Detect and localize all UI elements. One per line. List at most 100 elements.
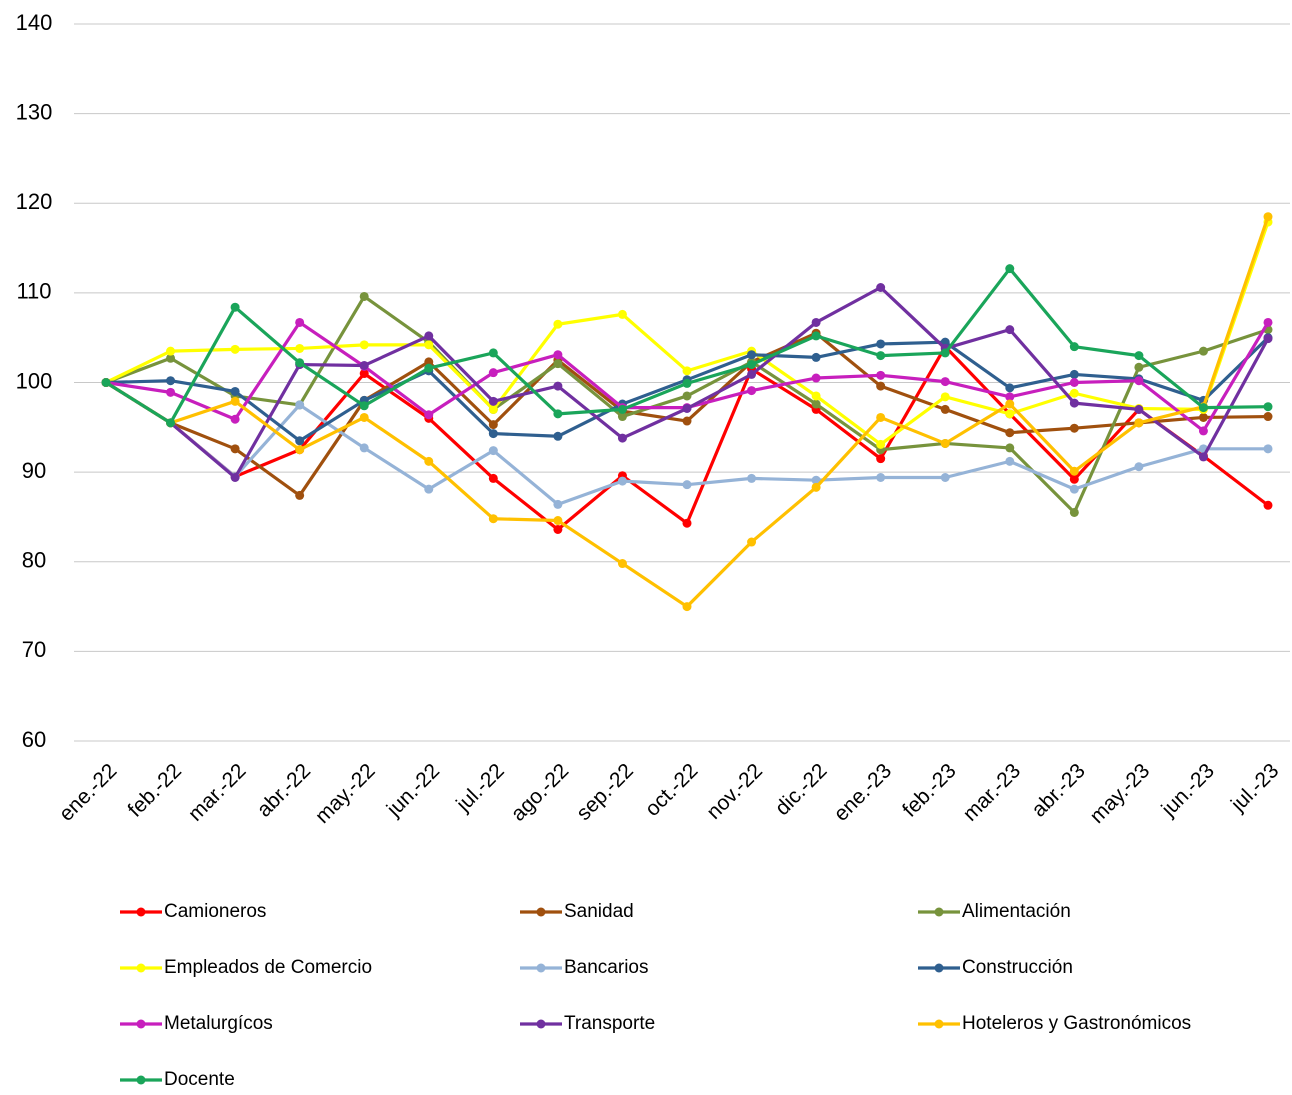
point: [811, 352, 821, 362]
point: [1198, 426, 1208, 436]
point: [876, 339, 886, 349]
point: [1263, 334, 1273, 344]
point: [617, 433, 627, 443]
point: [747, 369, 757, 379]
point: [1198, 403, 1208, 413]
point: [488, 429, 498, 439]
point: [166, 353, 176, 363]
point: [682, 602, 692, 612]
legend-marker: [136, 1019, 146, 1029]
point: [553, 381, 563, 391]
point: [1005, 399, 1015, 409]
y-tick-label: 60: [22, 727, 46, 752]
point: [1069, 388, 1079, 398]
point: [1005, 264, 1015, 274]
point: [811, 373, 821, 383]
x-tick-label: jun.-22: [382, 759, 444, 821]
point: [230, 473, 240, 483]
point: [940, 377, 950, 387]
x-tick-label: nov.-22: [702, 759, 767, 824]
x-tick-label: feb.-23: [898, 759, 961, 822]
point: [876, 439, 886, 449]
y-tick-label: 90: [22, 458, 46, 483]
point: [230, 414, 240, 424]
legend-label: Metalurgícos: [164, 1013, 273, 1034]
legend-label: Sanidad: [564, 901, 634, 922]
point: [811, 391, 821, 401]
legend-label: Transporte: [564, 1013, 655, 1034]
point: [1069, 369, 1079, 379]
point: [682, 366, 692, 376]
point: [1005, 383, 1015, 393]
point: [1005, 443, 1015, 453]
legend-marker: [934, 907, 944, 917]
x-tick-label: abr.-23: [1027, 759, 1090, 822]
point: [295, 490, 305, 500]
legend-marker: [934, 1019, 944, 1029]
legend-label: Camioneros: [164, 901, 266, 922]
point: [359, 401, 369, 411]
point: [1005, 392, 1015, 402]
y-tick-label: 110: [16, 279, 51, 304]
point: [295, 445, 305, 455]
legend-marker: [536, 907, 546, 917]
point: [747, 350, 757, 360]
x-tick-label: mar.-22: [184, 759, 251, 826]
legend-marker: [934, 963, 944, 973]
series: [101, 217, 1273, 449]
x-tick-label: mar.-23: [959, 759, 1026, 826]
point: [166, 418, 176, 428]
legend-label: Construcción: [962, 957, 1073, 978]
point: [424, 410, 434, 420]
point: [1134, 462, 1144, 472]
point: [1263, 500, 1273, 510]
x-tick-label: may.-23: [1086, 759, 1155, 828]
point: [553, 319, 563, 329]
point: [424, 357, 434, 367]
y-tick-label: 70: [22, 637, 46, 662]
point: [876, 370, 886, 380]
point: [876, 381, 886, 391]
point: [230, 302, 240, 312]
point: [424, 340, 434, 350]
point: [1069, 378, 1079, 387]
x-tick-label: feb.-22: [124, 759, 187, 822]
legend-label: Docente: [164, 1069, 235, 1090]
point: [1263, 412, 1273, 422]
point: [359, 443, 369, 453]
point: [1069, 466, 1079, 476]
point: [876, 454, 886, 464]
y-tick-label: 100: [16, 368, 53, 393]
point: [940, 438, 950, 448]
point: [359, 360, 369, 370]
point: [682, 391, 692, 401]
point: [1069, 484, 1079, 494]
point: [682, 480, 692, 490]
point: [617, 559, 627, 569]
point: [424, 456, 434, 466]
point: [230, 344, 240, 354]
y-tick-label: 140: [16, 10, 53, 35]
point: [488, 420, 498, 430]
point: [553, 431, 563, 441]
point: [295, 343, 305, 353]
point: [424, 484, 434, 494]
point: [553, 359, 563, 369]
point: [166, 376, 176, 386]
point: [811, 317, 821, 327]
point: [940, 392, 950, 402]
legend-marker: [136, 907, 146, 917]
point: [488, 404, 498, 414]
point: [1134, 404, 1144, 414]
x-tick-label: jul.-22: [451, 759, 508, 816]
point: [1134, 351, 1144, 361]
point: [1198, 412, 1208, 422]
legend-label: Bancarios: [564, 957, 649, 978]
point: [553, 524, 563, 534]
point: [811, 475, 821, 485]
y-tick-label: 130: [16, 99, 53, 124]
point: [682, 518, 692, 528]
point: [747, 386, 757, 396]
point: [940, 473, 950, 483]
